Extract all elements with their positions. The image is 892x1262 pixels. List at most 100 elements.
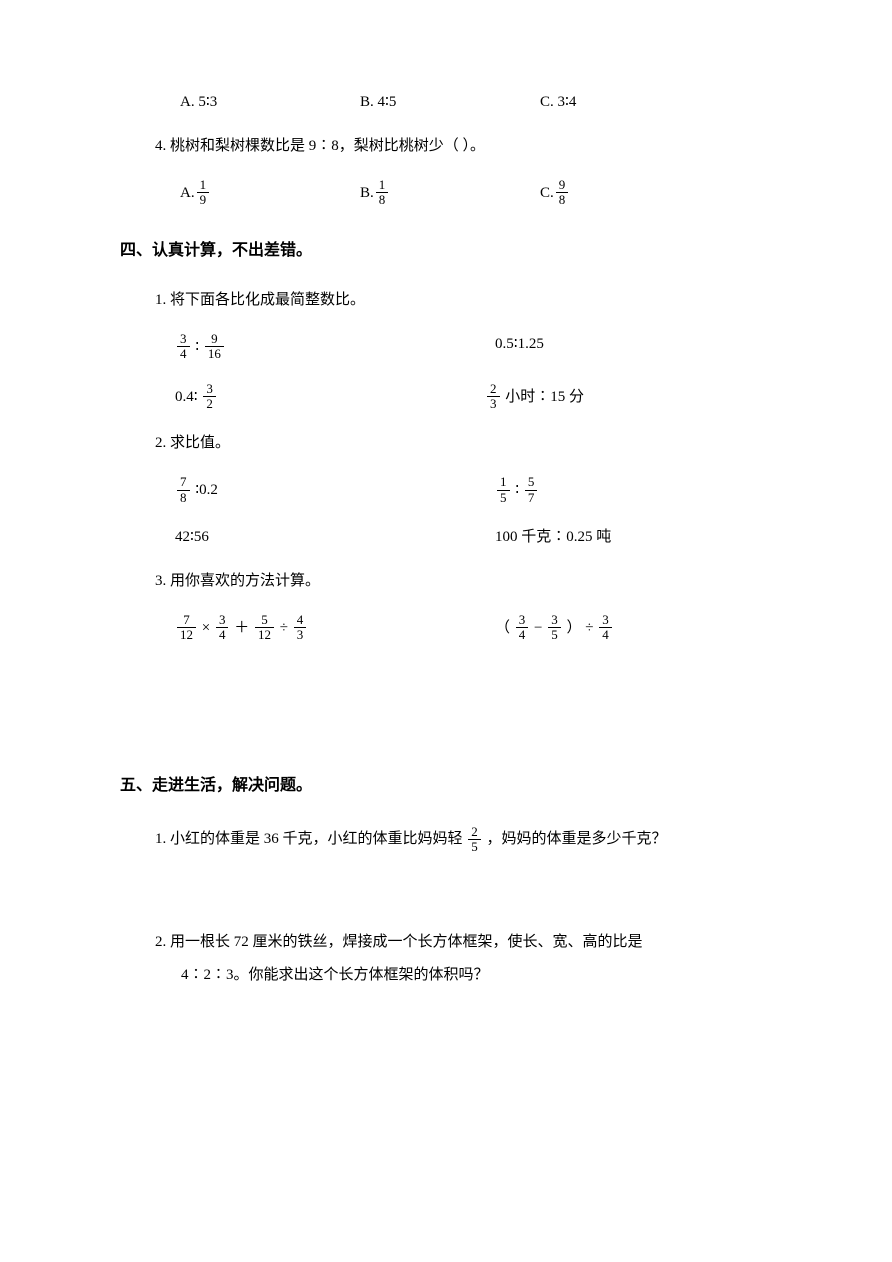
frac-num: 3: [599, 613, 612, 627]
op: −: [534, 620, 546, 636]
frac-num: 3: [177, 332, 190, 346]
frac-num: 2: [468, 825, 481, 839]
q4-option-a-label: A.: [180, 181, 195, 205]
frac-den: 9: [197, 192, 210, 207]
section5-q2: 2. 用一根长 72 厘米的铁丝，焊接成一个长方体框架，使长、宽、高的比是 4∶…: [155, 926, 772, 992]
op: ＋: [234, 620, 253, 636]
frac-num: 9: [556, 178, 569, 192]
expr-suffix: 小时∶15 分: [505, 389, 584, 405]
q2-line1: 2. 用一根长 72 厘米的铁丝，焊接成一个长方体框架，使长、宽、高的比是: [155, 926, 772, 959]
q4-option-b: B. 1 8: [360, 178, 540, 208]
frac-num: 4: [294, 613, 307, 627]
frac-num: 9: [208, 332, 221, 346]
frac-num: 3: [216, 613, 229, 627]
frac-num: 5: [525, 475, 538, 489]
q2-line2: 4∶2∶3。你能求出这个长方体框架的体积吗？: [181, 959, 772, 992]
expr-left: 7 8 ∶0.2: [175, 475, 495, 505]
frac: 3 2: [203, 382, 216, 412]
frac: 4 3: [294, 613, 307, 643]
expr-right: 2 3 小时∶15 分: [485, 382, 772, 412]
expr-suffix: ∶0.2: [195, 482, 218, 498]
frac: 3 4: [599, 613, 612, 643]
frac-den: 5: [548, 627, 561, 642]
frac-num: 5: [258, 613, 271, 627]
frac: 5 12: [255, 613, 274, 643]
q4-options-row: A. 1 9 B. 1 8 C. 9 8: [180, 178, 772, 208]
expr-left: 0.4∶ 3 2: [165, 382, 485, 412]
frac-num: 1: [197, 178, 210, 192]
frac-num: 7: [177, 475, 190, 489]
frac: 2 3: [487, 382, 500, 412]
q4-suffix: ）。: [463, 138, 486, 154]
frac-den: 3: [294, 627, 307, 642]
op: ÷: [585, 620, 597, 636]
section4-sub3-title: 3. 用你喜欢的方法计算。: [155, 569, 772, 593]
section5-header: 五、走进生活，解决问题。: [120, 773, 772, 799]
frac-den: 4: [599, 627, 612, 642]
section4-sub2-row2: 42∶56 100 千克∶0.25 吨: [175, 525, 772, 549]
section5-q1: 1. 小红的体重是 36 千克，小红的体重比妈妈轻 2 5 ，妈妈的体重是多少千…: [155, 823, 772, 856]
frac-num: 3: [203, 382, 216, 396]
expr-right: 0.5∶1.25: [495, 332, 772, 362]
section4-sub1-row2: 0.4∶ 3 2 2 3 小时∶15 分: [165, 382, 772, 412]
q3-option-a: A. 5∶3: [180, 90, 360, 114]
paren-close: ）: [566, 620, 581, 636]
frac: 7 12: [177, 613, 196, 643]
q3-option-b: B. 4∶5: [360, 90, 540, 114]
frac: 2 5: [468, 825, 481, 855]
frac-den: 3: [487, 396, 500, 411]
frac-den: 8: [556, 192, 569, 207]
section4-sub1-row1: 3 4 ∶ 9 16 0.5∶1.25: [175, 332, 772, 362]
frac-den: 16: [205, 346, 224, 361]
q4-option-b-frac: 1 8: [376, 178, 389, 208]
q1-suffix: ，妈妈的体重是多少千克？: [487, 831, 667, 847]
q1-prefix: 1. 小红的体重是 36 千克，小红的体重比妈妈轻: [155, 831, 466, 847]
frac: 3 4: [216, 613, 229, 643]
frac-num: 7: [180, 613, 193, 627]
frac: 5 7: [525, 475, 538, 505]
frac: 3 5: [548, 613, 561, 643]
section4-sub1-title: 1. 将下面各比化成最简整数比。: [155, 288, 772, 312]
q4-text: 4. 桃树和梨树棵数比是 9∶8，梨树比桃树少（ ）。: [155, 134, 772, 158]
frac: 3 4: [177, 332, 190, 362]
q4-option-b-label: B.: [360, 181, 374, 205]
paren-open: （: [495, 620, 510, 636]
frac-den: 5: [468, 839, 481, 854]
section4-header: 四、认真计算，不出差错。: [120, 238, 772, 264]
expr-left: 3 4 ∶ 9 16: [175, 332, 495, 362]
frac-den: 4: [177, 346, 190, 361]
frac-den: 8: [177, 490, 190, 505]
q4-option-c-label: C.: [540, 181, 554, 205]
frac-den: 12: [255, 627, 274, 642]
frac-den: 12: [177, 627, 196, 642]
expr-left: 7 12 × 3 4 ＋ 5 12 ÷ 4 3: [175, 613, 495, 643]
expr-prefix: 0.4∶: [175, 389, 198, 405]
frac: 3 4: [516, 613, 529, 643]
section4-sub3-row1: 7 12 × 3 4 ＋ 5 12 ÷ 4 3 （ 3 4 − 3 5 ）: [175, 613, 772, 643]
op: ÷: [280, 620, 292, 636]
q3-options-row: A. 5∶3 B. 4∶5 C. 3∶4: [180, 90, 772, 114]
q4-prefix: 4. 桃树和梨树棵数比是 9∶8，梨树比桃树少（: [155, 138, 459, 154]
frac: 9 16: [205, 332, 224, 362]
frac-den: 4: [216, 627, 229, 642]
expr-right: 1 5 ∶ 5 7: [495, 475, 772, 505]
frac-num: 1: [376, 178, 389, 192]
frac: 7 8: [177, 475, 190, 505]
frac-den: 2: [203, 396, 216, 411]
ratio-sep: ∶: [195, 339, 199, 355]
q4-option-a-frac: 1 9: [197, 178, 210, 208]
frac-den: 7: [525, 490, 538, 505]
frac-den: 5: [497, 490, 510, 505]
ratio-sep: ∶: [515, 482, 519, 498]
section4-sub2-title: 2. 求比值。: [155, 431, 772, 455]
section4-sub2-row1: 7 8 ∶0.2 1 5 ∶ 5 7: [175, 475, 772, 505]
frac-num: 2: [487, 382, 500, 396]
expr-left: 42∶56: [175, 525, 495, 549]
expr-right: 100 千克∶0.25 吨: [495, 525, 772, 549]
frac-num: 3: [516, 613, 529, 627]
frac-den: 8: [376, 192, 389, 207]
q3-option-c: C. 3∶4: [540, 90, 720, 114]
q4-option-c-frac: 9 8: [556, 178, 569, 208]
frac-num: 3: [548, 613, 561, 627]
expr-right: （ 3 4 − 3 5 ） ÷ 3 4: [495, 613, 772, 643]
